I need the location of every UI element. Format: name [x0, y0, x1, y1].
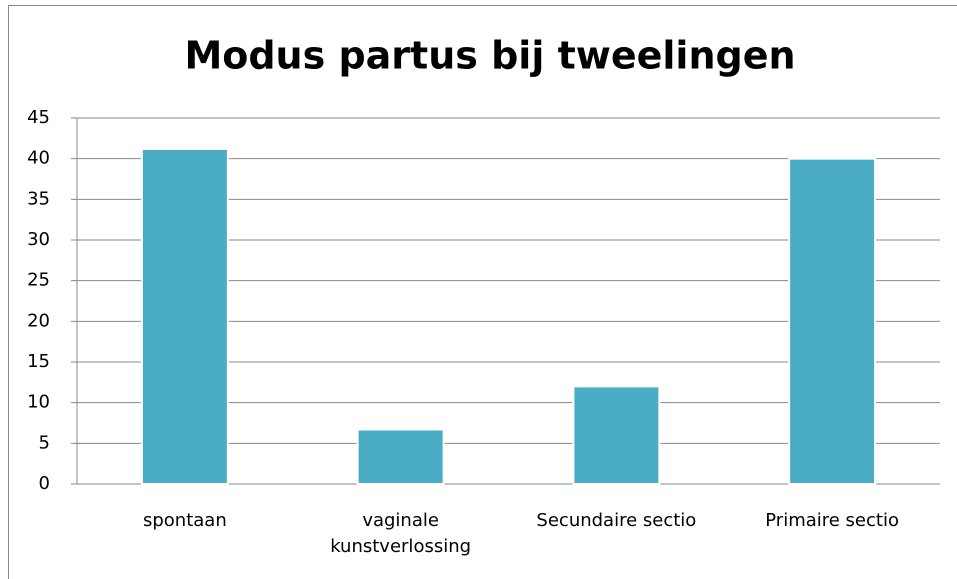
chart-title: Modus partus bij tweelingen: [184, 34, 795, 78]
y-tick-label: 5: [39, 432, 50, 453]
bar: [140, 147, 229, 485]
y-tick-label: 10: [27, 392, 50, 413]
y-tick-label: 35: [27, 188, 50, 209]
x-tick-label: vaginale kunstverlossing: [330, 510, 472, 557]
y-tick-label: 15: [27, 351, 50, 372]
y-tick-label: 20: [27, 310, 50, 331]
x-tick-label: Primaire sectio: [765, 510, 899, 531]
bar: [788, 157, 877, 486]
y-tick-label: 45: [27, 107, 50, 128]
chart-frame: [8, 5, 957, 579]
y-tick-label: 30: [27, 229, 50, 250]
y-tick-label: 25: [27, 270, 50, 291]
y-tick-label: 0: [39, 473, 50, 494]
y-tick-label: 40: [27, 148, 50, 169]
bar: [356, 428, 445, 485]
x-tick-label: spontaan: [142, 510, 227, 531]
x-tick-label: Secundaire sectio: [536, 510, 697, 531]
bar: [572, 385, 661, 485]
